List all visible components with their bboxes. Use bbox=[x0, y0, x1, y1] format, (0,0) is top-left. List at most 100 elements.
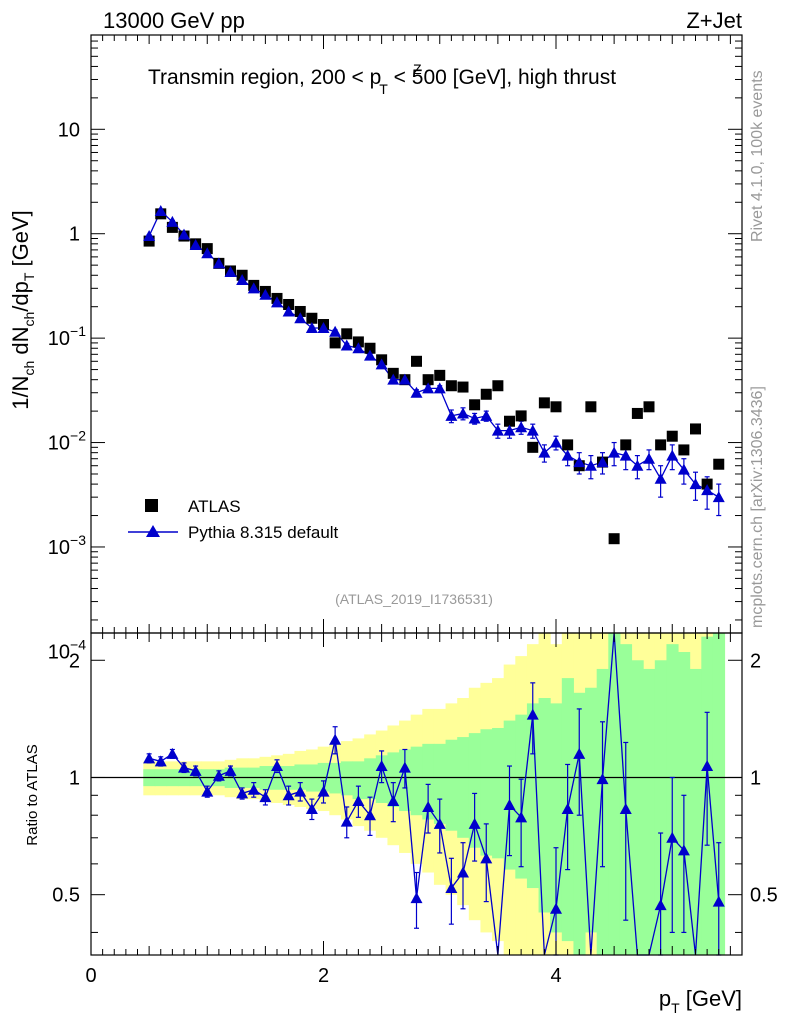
ratio-mc-point bbox=[387, 795, 400, 807]
main-y-tick-label: 10 bbox=[58, 119, 80, 141]
mc-point bbox=[538, 446, 551, 458]
ratio-y-tick-label-right: 1 bbox=[750, 767, 761, 789]
ratio-mc-point bbox=[375, 760, 388, 772]
ratio-mc-point bbox=[166, 747, 179, 759]
ratio-plot bbox=[91, 632, 742, 956]
mc-point bbox=[294, 312, 307, 324]
atlas-data-point bbox=[341, 328, 353, 340]
rivet-version-label: Rivet 4.1.0, 100k events bbox=[749, 70, 766, 242]
ratio-mc-point bbox=[154, 755, 167, 767]
mc-point bbox=[317, 322, 330, 334]
mc-point bbox=[352, 342, 365, 354]
ratio-inner-band-bin bbox=[585, 687, 598, 933]
mc-point bbox=[201, 247, 214, 259]
mc-point bbox=[143, 230, 156, 242]
atlas-data-point bbox=[620, 439, 632, 451]
atlas-data-point bbox=[527, 441, 539, 453]
atlas-data-point bbox=[690, 423, 701, 435]
atlas-data-point bbox=[701, 478, 713, 490]
main-y-tick-label: 10−3 bbox=[48, 532, 86, 559]
ratio-y-tick-label-right: 2 bbox=[750, 650, 761, 672]
mc-point bbox=[271, 296, 283, 308]
ratio-mc-point bbox=[282, 789, 295, 801]
ratio-inner-band-bin bbox=[643, 668, 656, 955]
ratio-mc-point bbox=[712, 895, 725, 907]
title-sup: Z bbox=[413, 61, 422, 77]
mc-point bbox=[433, 382, 446, 394]
x-tick-label: 2 bbox=[318, 965, 329, 987]
mc-point bbox=[550, 436, 562, 448]
mc-point bbox=[654, 472, 667, 484]
ratio-mc-point bbox=[515, 811, 528, 823]
legend: ATLAS Pythia 8.315 default bbox=[128, 497, 339, 542]
mc-point bbox=[329, 325, 342, 337]
ratio-inner-band-bin bbox=[654, 660, 667, 955]
mc-point bbox=[212, 257, 225, 269]
ratio-inner-band-bin bbox=[480, 729, 493, 856]
mc-point bbox=[178, 228, 190, 240]
title-prefix: Transmin region, 200 < p bbox=[148, 66, 381, 89]
mc-point bbox=[259, 288, 272, 300]
ratio-mc-point bbox=[305, 802, 318, 814]
atlas-data-point bbox=[562, 439, 574, 451]
ratio-mc-point bbox=[410, 892, 423, 904]
mc-point bbox=[154, 205, 167, 217]
title-sub: T bbox=[379, 81, 388, 97]
atlas-data-point bbox=[294, 305, 306, 317]
ratio-inner-band-bin bbox=[433, 743, 447, 824]
ratio-mc-point bbox=[364, 809, 376, 821]
energy-label: 13000 GeV pp bbox=[103, 8, 245, 33]
mc-series-line bbox=[148, 209, 720, 498]
mc-point bbox=[503, 424, 516, 436]
main-plot-frame bbox=[90, 34, 743, 634]
mc-point bbox=[689, 478, 702, 490]
ratio-mc-point bbox=[526, 708, 539, 720]
mc-point bbox=[387, 373, 400, 385]
legend-mc-label: Pythia 8.315 default bbox=[188, 523, 339, 542]
atlas-data-point bbox=[480, 388, 492, 400]
title-suffix: < 500 [GeV], high thrust bbox=[388, 66, 616, 89]
atlas-data-point bbox=[585, 401, 597, 413]
mc-point bbox=[282, 305, 295, 317]
atlas-data-point bbox=[352, 336, 364, 348]
main-y-tick-label: 10−1 bbox=[48, 323, 86, 350]
ratio-inner-band-bin bbox=[526, 703, 540, 889]
ratio-mc-point bbox=[178, 761, 190, 773]
ratio-mc-point bbox=[212, 769, 225, 781]
atlas-data-point bbox=[492, 380, 504, 392]
main-y-tick-label: 1 bbox=[69, 224, 80, 246]
ratio-mc-point bbox=[677, 844, 690, 856]
axes: 0 2 4 10 1 10−1 10−2 10−3 10−4 0.5 0.5 1 1 2 2 bbox=[48, 34, 778, 987]
ratio-inner-band-bin bbox=[468, 733, 481, 848]
ratio-inner-band-bin bbox=[689, 668, 702, 955]
mc-point bbox=[305, 322, 318, 334]
atlas-data-point bbox=[457, 381, 469, 393]
process-label: Z+Jet bbox=[686, 8, 742, 33]
mc-point bbox=[573, 456, 586, 468]
mc-point bbox=[398, 373, 411, 385]
atlas-data-point bbox=[283, 298, 295, 310]
main-ylabel: 1/Nch dNch/dpT [GeV] bbox=[8, 210, 37, 410]
ratio-mc-point bbox=[468, 817, 481, 829]
atlas-data-point bbox=[631, 407, 643, 419]
atlas-data-point bbox=[678, 444, 690, 456]
mc-point bbox=[422, 382, 435, 394]
ratio-y-tick-label-left: 1 bbox=[69, 767, 80, 789]
mc-point bbox=[643, 452, 655, 464]
mc-point bbox=[608, 446, 621, 458]
mc-point bbox=[561, 449, 574, 461]
ratio-mc-point bbox=[236, 787, 249, 799]
ratio-inner-band-bin bbox=[329, 762, 342, 794]
ratio-y-tick-label-left: 0.5 bbox=[52, 885, 80, 907]
mc-point bbox=[445, 409, 458, 421]
ratio-mc-point bbox=[422, 800, 435, 812]
atlas-data-point bbox=[166, 221, 178, 233]
mc-point bbox=[457, 407, 469, 419]
mc-point bbox=[526, 424, 539, 436]
ratio-mc-point bbox=[201, 785, 214, 797]
atlas-data-point bbox=[655, 439, 667, 451]
ratio-inner-band-bin bbox=[410, 746, 423, 816]
ratio-inner-band-bin bbox=[352, 761, 365, 800]
mc-point bbox=[189, 238, 202, 250]
